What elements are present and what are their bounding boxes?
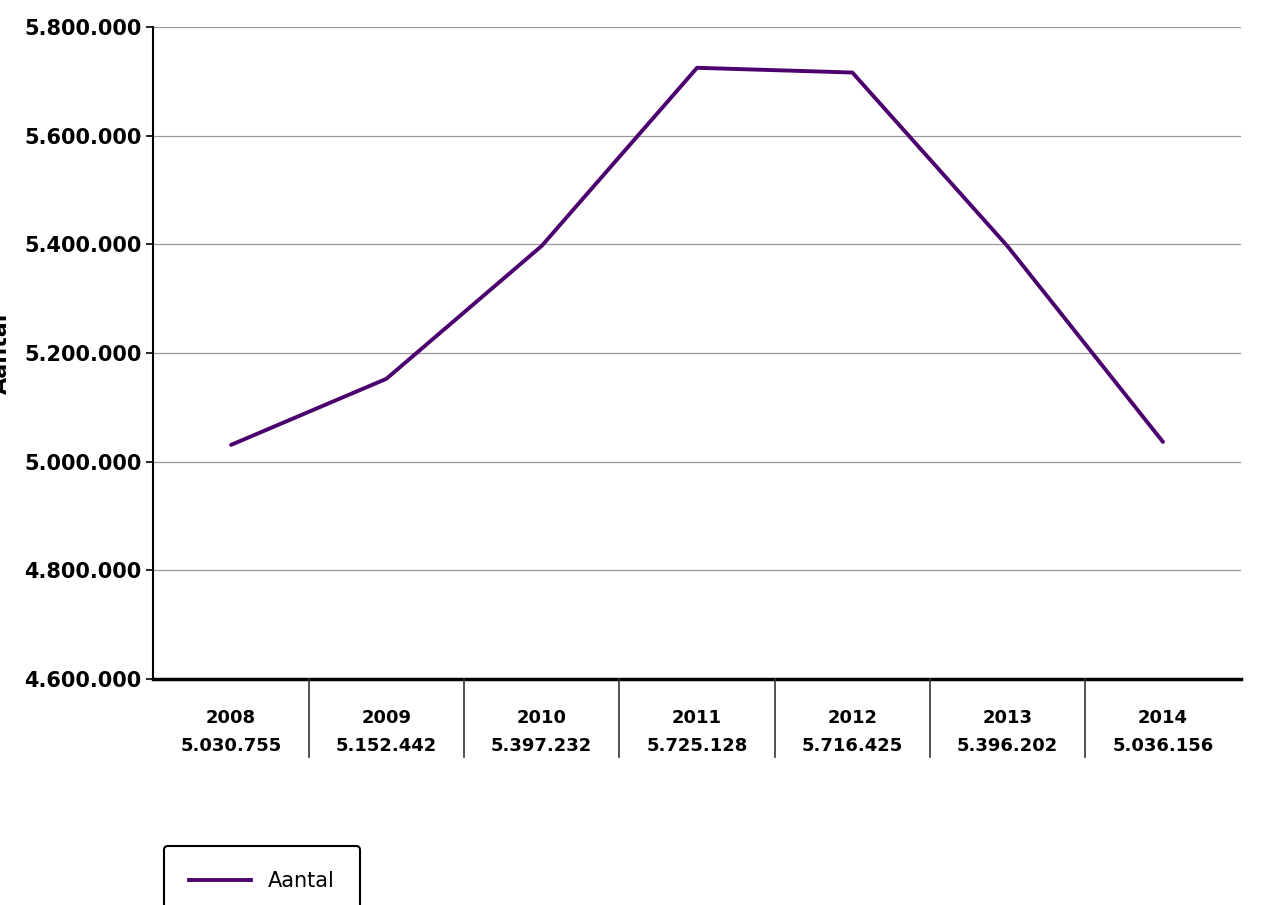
Text: 2010: 2010: [517, 710, 567, 728]
Text: 5.716.425: 5.716.425: [802, 737, 903, 755]
Text: 5.030.755: 5.030.755: [180, 737, 281, 755]
Text: 5.396.202: 5.396.202: [957, 737, 1058, 755]
Text: 5.397.232: 5.397.232: [491, 737, 592, 755]
Legend: Aantal: Aantal: [164, 846, 359, 905]
Text: 2008: 2008: [206, 710, 256, 728]
Text: 2009: 2009: [362, 710, 412, 728]
Text: 2014: 2014: [1138, 710, 1188, 728]
Text: 2013: 2013: [982, 710, 1032, 728]
Text: 5.036.156: 5.036.156: [1113, 737, 1214, 755]
Y-axis label: Aantal: Aantal: [0, 312, 10, 394]
Text: 5.725.128: 5.725.128: [646, 737, 748, 755]
Text: 2011: 2011: [671, 710, 723, 728]
Text: 2012: 2012: [828, 710, 877, 728]
Text: 5.152.442: 5.152.442: [336, 737, 437, 755]
